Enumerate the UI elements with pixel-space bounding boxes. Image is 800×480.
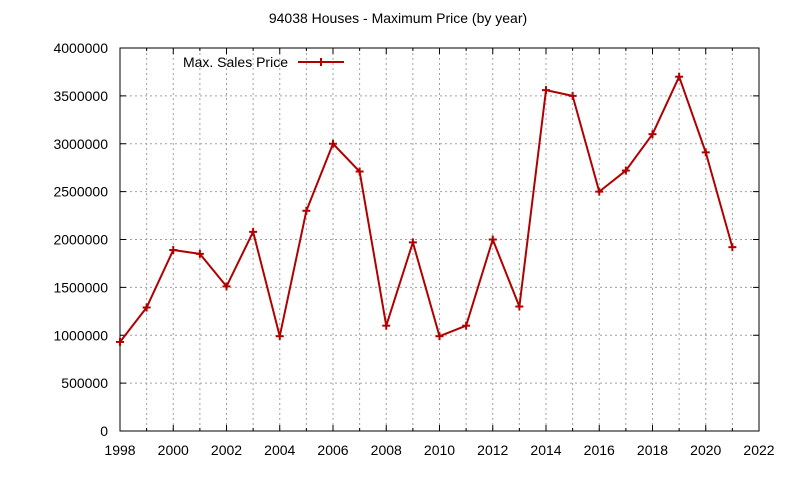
x-tick-label: 2022 xyxy=(743,442,774,458)
legend-marker xyxy=(317,58,325,66)
y-tick-label: 500000 xyxy=(61,375,108,391)
legend-label: Max. Sales Price xyxy=(183,54,288,70)
y-tick-label: 3500000 xyxy=(53,88,108,104)
y-tick-label: 2000000 xyxy=(53,232,108,248)
data-point xyxy=(701,148,710,157)
data-point xyxy=(648,130,657,139)
x-axis: 1998 2000 2002 2004 2006 2008 2010 2012 2014 2016… xyxy=(104,48,775,458)
data-point xyxy=(195,249,204,258)
data-point xyxy=(116,337,124,346)
data-point xyxy=(728,243,737,252)
y-tick-label: 1500000 xyxy=(53,279,108,295)
data-point xyxy=(675,72,684,81)
x-tick-label: 2012 xyxy=(477,442,508,458)
x-tick-label: 2010 xyxy=(424,442,455,458)
y-tick-label: 4000000 xyxy=(53,40,108,56)
y-axis: 0 500000 1000000 1500000 2000000 2500000 30000… xyxy=(53,40,759,439)
x-tick-label: 2016 xyxy=(584,442,615,458)
data-point xyxy=(435,332,444,341)
y-tick-label: 2500000 xyxy=(53,184,108,200)
series-layer xyxy=(116,72,737,346)
data-point xyxy=(249,227,258,236)
y-tick-label: 3000000 xyxy=(53,136,108,152)
legend: Max. Sales Price xyxy=(183,54,344,70)
chart-title: 94038 Houses - Maximum Price (by year) xyxy=(269,10,527,26)
x-tick-label: 2018 xyxy=(637,442,668,458)
x-tick-label: 1998 xyxy=(104,442,135,458)
series-line xyxy=(119,75,734,343)
data-point xyxy=(382,321,391,330)
data-point xyxy=(169,246,178,255)
x-tick-label: 2020 xyxy=(690,442,721,458)
x-tick-label: 2002 xyxy=(211,442,242,458)
data-point xyxy=(542,86,550,95)
data-point xyxy=(302,206,311,215)
data-point xyxy=(595,187,604,196)
x-tick-label: 2008 xyxy=(371,442,402,458)
data-point xyxy=(329,139,337,148)
data-point xyxy=(515,302,524,311)
y-tick-label: 0 xyxy=(100,423,108,439)
data-point xyxy=(488,235,497,244)
data-point xyxy=(621,166,630,175)
x-tick-label: 2014 xyxy=(530,442,561,458)
data-point xyxy=(408,238,417,247)
data-point xyxy=(222,282,231,291)
x-tick-label: 2004 xyxy=(264,442,295,458)
data-point xyxy=(462,321,471,330)
x-tick-label: 2006 xyxy=(317,442,348,458)
data-point xyxy=(275,332,284,341)
x-tick-label: 2000 xyxy=(158,442,189,458)
grid-lines xyxy=(120,48,759,431)
data-point xyxy=(568,91,577,100)
data-point xyxy=(142,303,151,312)
y-tick-label: 1000000 xyxy=(53,327,108,343)
data-point xyxy=(355,167,364,176)
